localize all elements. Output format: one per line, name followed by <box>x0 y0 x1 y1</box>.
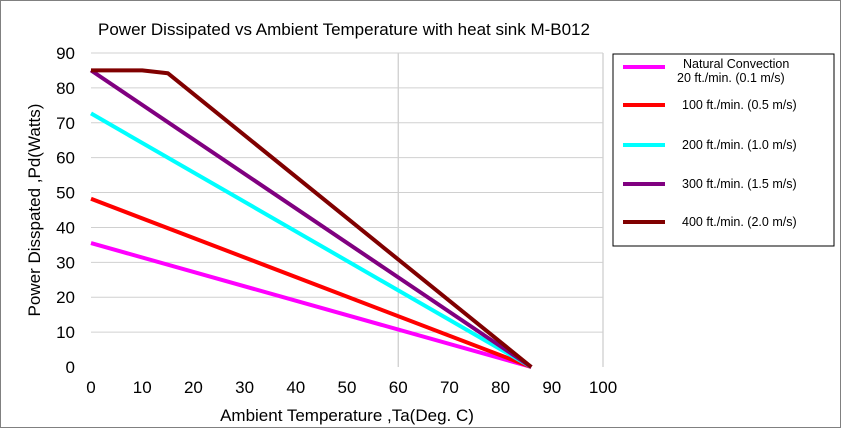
x-axis-title: Ambient Temperature ,Ta(Deg. C) <box>220 406 474 425</box>
legend-label: 300 ft./min. (1.5 m/s) <box>682 177 797 191</box>
chart-title: Power Dissipated vs Ambient Temperature … <box>98 20 590 39</box>
y-tick-label: 40 <box>56 218 75 237</box>
x-tick-label: 30 <box>235 378 254 397</box>
legend-label: 400 ft./min. (2.0 m/s) <box>682 215 797 229</box>
legend-label: Natural Convection <box>683 57 789 71</box>
x-tick-label: 50 <box>338 378 357 397</box>
x-tick-label: 60 <box>389 378 408 397</box>
y-tick-label: 60 <box>56 149 75 168</box>
series-line-3 <box>90 111 533 369</box>
legend-box <box>612 53 835 247</box>
y-tick-label: 30 <box>56 253 75 272</box>
x-tick-label: 40 <box>286 378 305 397</box>
x-tick-label: 100 <box>589 378 617 397</box>
x-tick-label: 0 <box>86 378 95 397</box>
series-line-4 <box>89 68 533 369</box>
y-tick-label: 90 <box>56 44 75 63</box>
y-tick-label: 80 <box>56 79 75 98</box>
y-tick-label: 70 <box>56 114 75 133</box>
series-line-5 <box>91 68 533 369</box>
series-line-2 <box>90 196 533 369</box>
series-line-1 <box>90 241 532 369</box>
y-tick-label: 10 <box>56 323 75 342</box>
plot-area <box>91 53 603 367</box>
x-tick-label: 90 <box>542 378 561 397</box>
y-tick-label: 0 <box>66 358 75 377</box>
y-tick-label: 50 <box>56 184 75 203</box>
x-tick-label: 80 <box>491 378 510 397</box>
y-tick-label: 20 <box>56 288 75 307</box>
y-tick-labels: 0 10 20 30 40 50 60 70 80 90 <box>56 44 75 377</box>
legend-label: 100 ft./min. (0.5 m/s) <box>682 98 797 112</box>
x-tick-label: 10 <box>133 378 152 397</box>
x-tick-label: 70 <box>440 378 459 397</box>
legend-label: 200 ft./min. (1.0 m/s) <box>682 138 797 152</box>
legend-label: 20 ft./min. (0.1 m/s) <box>677 71 785 85</box>
x-tick-label: 20 <box>184 378 203 397</box>
y-axis-title: Power Disspated ,Pd(Watts) <box>25 104 44 317</box>
x-tick-labels: 0 10 20 30 40 50 60 70 80 90 100 <box>86 378 617 397</box>
series-lines <box>89 68 533 369</box>
